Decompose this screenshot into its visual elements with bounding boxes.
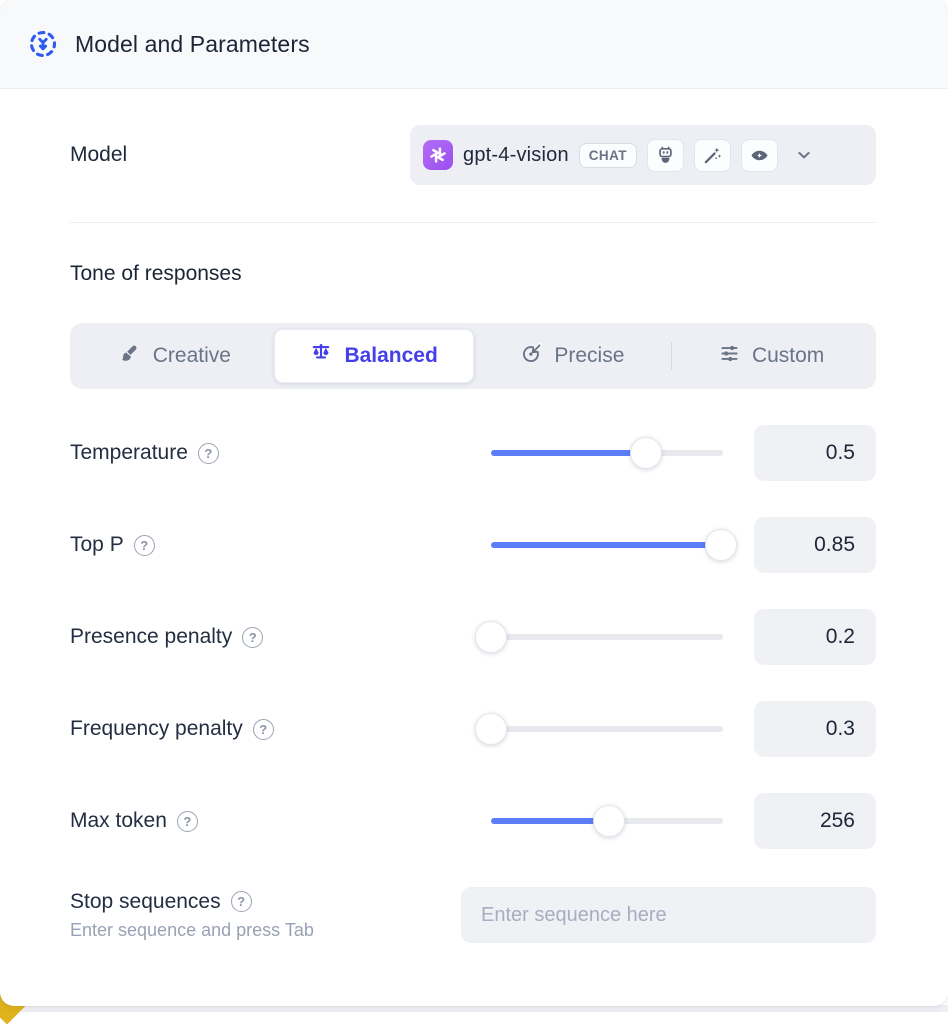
panel-title: Model and Parameters [75,30,310,57]
frequency-penalty-value[interactable]: 0.3 [754,701,876,757]
panel-content: Model gpt-4-vision CH [0,89,948,1006]
slider-thumb[interactable] [704,529,737,561]
vision-eye-icon [740,138,778,172]
tone-option-label: Custom [751,344,825,367]
section-divider [70,222,876,223]
temperature-value[interactable]: 0.5 [754,425,876,481]
model-label: Model [70,143,128,166]
sliders-icon [718,342,741,371]
slider-fill [491,542,721,548]
help-icon[interactable]: ? [197,442,219,464]
tone-option-label: Creative [152,344,231,367]
help-icon[interactable]: ? [230,891,252,912]
help-icon[interactable]: ? [176,810,198,832]
help-icon[interactable]: ? [133,534,155,556]
openai-logo-icon [423,140,453,170]
help-icon[interactable]: ? [252,718,274,740]
param-row-top-p: Top P ? 0.85 [70,517,876,573]
slider-thumb[interactable] [475,713,507,745]
param-row-presence-penalty: Presence penalty ? 0.2 [70,609,876,665]
presence-penalty-value[interactable]: 0.2 [754,609,876,665]
param-label: Presence penalty [70,625,233,648]
tone-option-precise[interactable]: Precise [474,329,672,383]
chevron-down-icon [793,144,815,166]
param-row-frequency-penalty: Frequency penalty ? 0.3 [70,701,876,757]
slider-fill [491,818,610,824]
param-label: Frequency penalty [70,717,243,740]
tone-segmented-control: Creative Balanced [70,323,876,389]
model-select[interactable]: gpt-4-vision CHAT [410,125,876,185]
tone-option-balanced[interactable]: Balanced [273,329,474,383]
tone-option-label: Precise [554,344,625,367]
paintbrush-icon [119,342,142,371]
stop-sequence-input[interactable] [461,887,876,943]
panel-header: Model and Parameters [0,0,948,89]
frequency-penalty-slider[interactable] [475,713,723,745]
param-label: Max token [70,809,167,832]
stop-sequences-label: Stop sequences [70,889,221,913]
param-row-temperature: Temperature ? 0.5 [70,425,876,481]
model-row: Model gpt-4-vision CH [70,125,876,185]
max-token-value[interactable]: 256 [754,793,876,849]
balance-scale-icon [309,341,333,371]
chat-type-badge: CHAT [578,142,637,168]
tone-heading: Tone of responses [70,262,242,285]
stop-sequences-row: Stop sequences ? Enter sequence and pres… [70,887,876,943]
param-label: Top P [70,533,124,556]
magic-wand-icon [693,138,731,172]
slider-thumb[interactable] [475,621,507,653]
presence-penalty-slider[interactable] [475,621,723,653]
tone-option-label: Balanced [344,344,438,367]
target-arrow-icon [520,342,543,371]
param-label: Temperature [70,441,188,464]
tone-option-creative[interactable]: Creative [76,329,274,383]
model-parameters-icon [28,29,58,59]
slider-thumb[interactable] [630,437,663,469]
max-token-slider[interactable] [491,805,723,837]
slider-thumb[interactable] [593,805,626,837]
segment-separator [671,342,673,370]
slider-fill [491,450,647,456]
top-p-slider[interactable] [491,529,737,561]
tone-option-custom[interactable]: Custom [672,329,870,383]
top-p-value[interactable]: 0.85 [754,517,876,573]
robot-icon [646,138,684,172]
model-name: gpt-4-vision [463,143,569,166]
stop-sequences-hint: Enter sequence and press Tab [70,919,314,940]
bottom-strip [0,1005,948,1012]
param-row-max-token: Max token ? 256 [70,793,876,849]
temperature-slider[interactable] [491,437,723,469]
help-icon[interactable]: ? [242,626,264,648]
